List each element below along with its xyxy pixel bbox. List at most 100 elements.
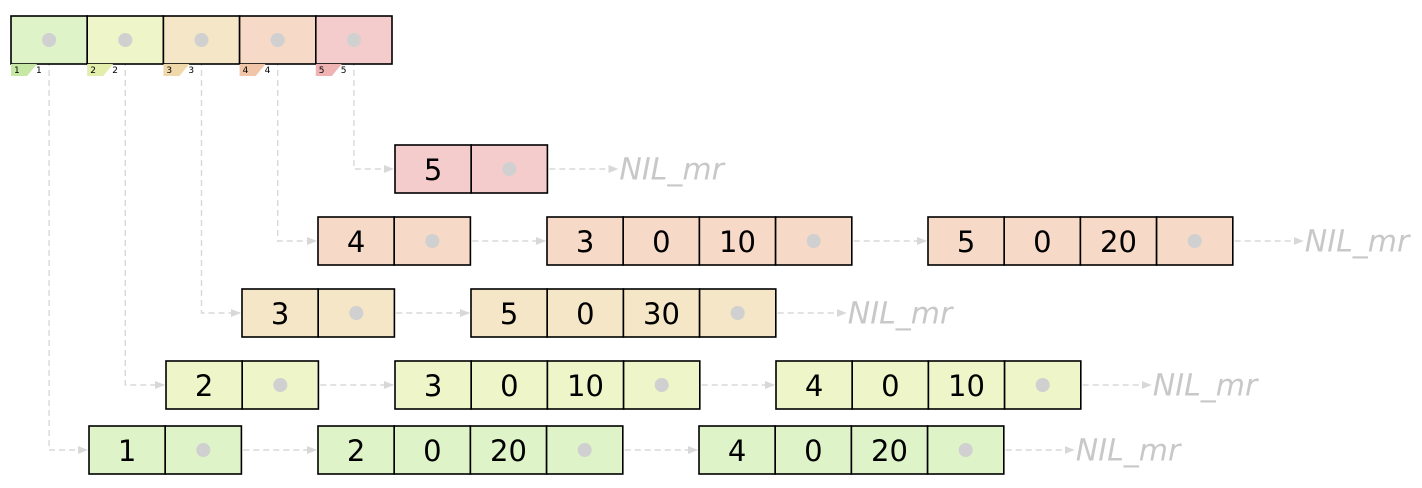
header-tab-label-1: 1 <box>36 66 42 76</box>
row-4-node-1-field-1-value: 3 <box>576 225 594 259</box>
row-3-head-value: 3 <box>241 288 319 338</box>
row-2-node-2-pointer <box>1003 360 1082 410</box>
row-2-node-2-field-1-value: 4 <box>805 369 823 403</box>
row-4: 4 3 0 10 5 0 20 NIL_mr <box>317 216 1411 266</box>
row-4-node-2-field-2-box <box>1003 216 1082 266</box>
row-4-node-2-field-3: 20 <box>1079 216 1158 266</box>
row-4-node-2-pointer <box>1155 216 1234 266</box>
row-1-node-1-field-2: 0 <box>393 425 472 475</box>
header-tab-shape-5 <box>315 64 342 76</box>
row-2-node-1-field-3-box <box>546 360 625 410</box>
row-4-node-2-field-1-box <box>927 216 1005 266</box>
row-1-node-1: 2 0 20 <box>317 425 624 475</box>
row-2-node-2-field-2: 0 <box>851 360 930 410</box>
row-1-node-2-field-1-value: 4 <box>728 434 746 468</box>
row-1-node-2-field-3: 20 <box>850 425 929 475</box>
row-2-node-1-field-1-value: 3 <box>424 369 442 403</box>
row-2: 2 3 0 10 4 0 10 NIL_mr <box>165 360 1259 410</box>
row-3-head-value-value: 3 <box>271 297 289 331</box>
row-3-node-1-field-1-value: 5 <box>500 297 518 331</box>
row-1-node-2-field-3-value: 20 <box>871 434 908 468</box>
row-3-head-value-box <box>241 288 319 338</box>
header-tab-index-5: 5 <box>319 66 325 76</box>
row-1-head-pointer <box>164 425 243 475</box>
links-layer <box>48 40 1304 454</box>
row-1-node-1-pointer-pointer-dot <box>577 443 592 457</box>
row-2-node-1-field-1-box <box>394 360 472 410</box>
row-4-head-pointer-pointer-dot <box>425 234 440 248</box>
header-cell-1 <box>10 15 88 65</box>
row-4-node-1-pointer <box>774 216 853 266</box>
row-3-node-1-pointer <box>698 288 777 338</box>
row-1: 1 2 0 20 4 0 20 NIL_mr <box>88 425 1182 475</box>
row-4-node-1-field-2-value: 0 <box>652 225 670 259</box>
row-2-node-1-field-1: 3 <box>394 360 472 410</box>
row-3-node-1: 5 0 30 <box>470 288 777 338</box>
row-2-node-1-pointer <box>622 360 701 410</box>
row-2-node-1-field-2: 0 <box>470 360 549 410</box>
row-2-head-value-box <box>165 360 243 410</box>
row-3-nil-label: NIL_mr <box>848 297 954 332</box>
row-4-nil-label: NIL_mr <box>1305 225 1411 260</box>
row-1-head-value: 1 <box>88 425 166 475</box>
row-3-node-1-field-2: 0 <box>546 288 625 338</box>
row-4-node-2-field-1: 5 <box>927 216 1005 266</box>
row-3-node-1-pointer-pointer-dot <box>730 306 745 320</box>
header-tab-shape-2 <box>87 64 114 76</box>
row-1-node-2-field-2-value: 0 <box>804 434 822 468</box>
row-3-header-link <box>200 40 241 317</box>
row-5-head-value: 5 <box>394 144 472 194</box>
header-cell-2-pointer-dot <box>118 33 133 47</box>
row-4-node-1: 3 0 10 <box>546 216 853 266</box>
row-1-node-2-field-3-box <box>850 425 929 475</box>
row-4-node-1-field-1-box <box>546 216 624 266</box>
header-cell-2 <box>86 15 165 65</box>
header-cell-4-pointer-dot <box>270 33 285 47</box>
row-1-node-1-field-3: 20 <box>469 425 548 475</box>
row-4-node-2-field-2: 0 <box>1003 216 1082 266</box>
header-tab-index-2: 2 <box>90 66 96 76</box>
row-2-node-2-field-3: 10 <box>927 360 1006 410</box>
header-tab-shape-1 <box>11 64 37 76</box>
row-3-head-pointer <box>317 288 396 338</box>
row-4-node-1-field-3: 10 <box>698 216 777 266</box>
row-2-head-value-value: 2 <box>195 369 213 403</box>
header-tab-shape-3 <box>163 64 190 76</box>
header-tab-index-4: 4 <box>243 66 249 76</box>
row-1-node-2-pointer-pointer-dot <box>958 443 973 457</box>
header-cell-5 <box>314 15 393 65</box>
row-1-header-link <box>48 40 88 454</box>
row-2-header-link <box>124 40 165 389</box>
row-3-node-1-field-3-value: 30 <box>643 297 680 331</box>
row-4-node-2-pointer-pointer-dot <box>1187 234 1202 248</box>
row-1-node-1-field-1: 2 <box>317 425 395 475</box>
row-4-head-value-box <box>317 216 395 266</box>
row-2-node-2-pointer-pointer-dot <box>1035 378 1050 392</box>
row-5-head-value-value: 5 <box>424 153 442 187</box>
row-2-node-2-field-1-box <box>775 360 853 410</box>
row-4-node-1-pointer-pointer-dot <box>806 234 821 248</box>
header-tab-index-3: 3 <box>166 66 172 76</box>
row-1-node-1-field-1-box <box>317 425 395 475</box>
row-3-node-1-field-3: 30 <box>622 288 701 338</box>
row-1-node-2-field-1: 4 <box>698 425 776 475</box>
row-2-node-1-field-3-value: 10 <box>567 369 604 403</box>
row-3-node-1-field-1: 5 <box>470 288 548 338</box>
row-1-node-1-field-2-box <box>393 425 472 475</box>
row-3-head-pointer-pointer-dot <box>349 306 364 320</box>
row-1-head-pointer-pointer-dot <box>196 443 211 457</box>
row-1-node-1-field-2-value: 0 <box>423 434 441 468</box>
row-4-node-2-field-2-value: 0 <box>1033 225 1051 259</box>
row-5-head-pointer <box>470 144 549 194</box>
header-tab-label-2: 2 <box>112 66 118 76</box>
row-5-nil-label: NIL_mr <box>619 153 725 188</box>
header-tab-label-4: 4 <box>265 66 271 76</box>
header-cell-3-pointer-dot <box>194 33 209 47</box>
header-tab-index-1: 1 <box>14 66 20 76</box>
row-1-node-1-field-1-value: 2 <box>347 434 365 468</box>
